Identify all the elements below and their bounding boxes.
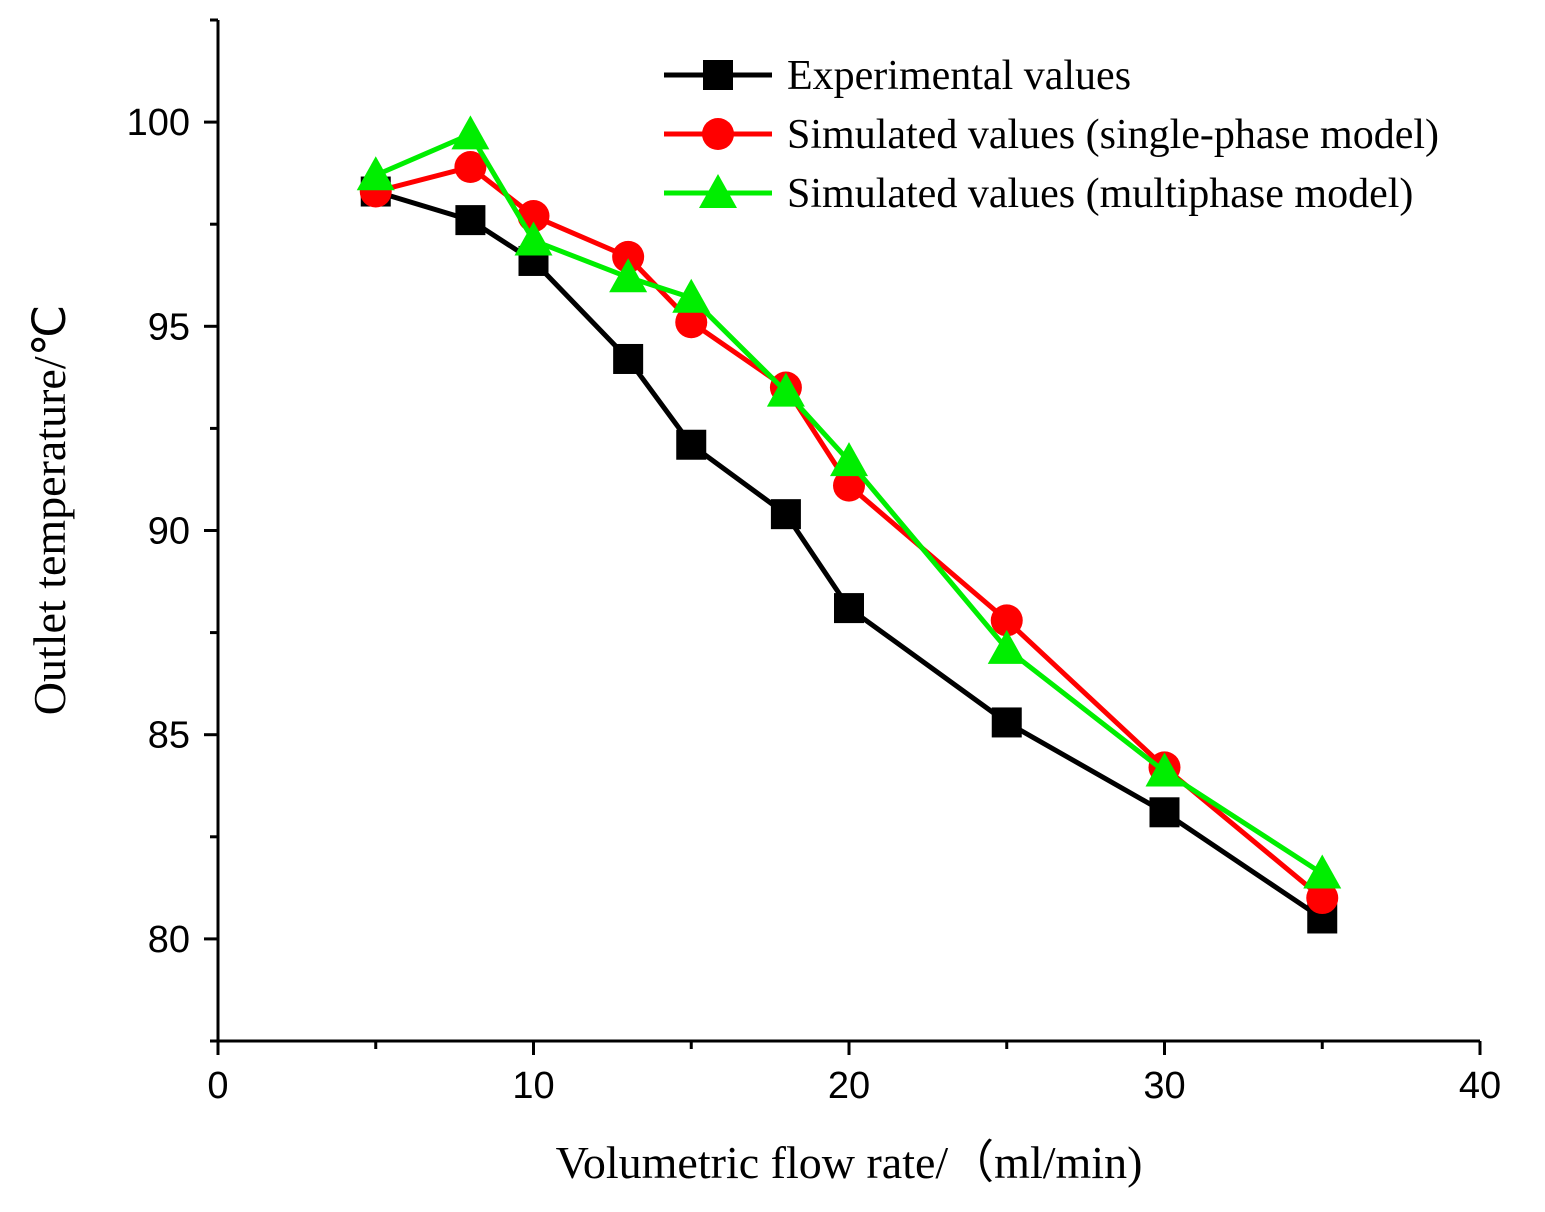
data-point (1150, 797, 1180, 827)
legend-marker (702, 118, 734, 150)
series-2 (360, 151, 1339, 914)
data-point (834, 593, 864, 623)
y-tick-label: 100 (127, 102, 190, 144)
y-ticks: 80 85 90 95 100 (127, 20, 218, 1041)
x-tick-label: 40 (1459, 1065, 1501, 1107)
line-chart: 0 10 20 30 40 80 85 90 95 100 Experimental value… (0, 0, 1545, 1212)
x-tick-label: 0 (207, 1065, 228, 1107)
legend-marker (703, 60, 733, 90)
data-point (613, 344, 643, 374)
legend-item-1: Experimental values (664, 53, 1131, 99)
series-1 (361, 177, 1338, 934)
legend-item-2: Simulated values (single-phase model) (664, 112, 1439, 158)
data-point (1303, 855, 1341, 889)
series-3 (357, 115, 1342, 888)
x-tick-label: 30 (1143, 1065, 1185, 1107)
data-point (515, 222, 553, 256)
y-tick-label: 90 (148, 511, 190, 553)
data-point (771, 499, 801, 529)
data-point (455, 205, 485, 235)
x-tick-label: 10 (512, 1065, 554, 1107)
y-tick-label: 95 (148, 306, 190, 348)
data-point (992, 707, 1022, 737)
series-line (376, 192, 1323, 919)
legend-label: Experimental values (787, 53, 1131, 99)
legend-item-3: Simulated values (multiphase model) (664, 171, 1413, 217)
legend-label: Simulated values (multiphase model) (787, 171, 1413, 217)
x-ticks: 0 10 20 30 40 (207, 1041, 1501, 1107)
y-tick-label: 85 (148, 715, 190, 757)
series-line (376, 134, 1323, 873)
series-layer (357, 115, 1342, 933)
y-tick-label: 80 (148, 919, 190, 961)
data-point (357, 156, 395, 190)
series-line (376, 167, 1323, 898)
x-axis-title: Volumetric flow rate/（ml/min) (556, 1137, 1143, 1188)
y-axis-title: Outlet temperature/℃ (24, 305, 75, 716)
data-point (451, 115, 489, 149)
legend-label: Simulated values (single-phase model) (787, 112, 1439, 158)
legend: Experimental values Simulated values (sin… (664, 53, 1439, 217)
x-tick-label: 20 (828, 1065, 870, 1107)
data-point (676, 430, 706, 460)
